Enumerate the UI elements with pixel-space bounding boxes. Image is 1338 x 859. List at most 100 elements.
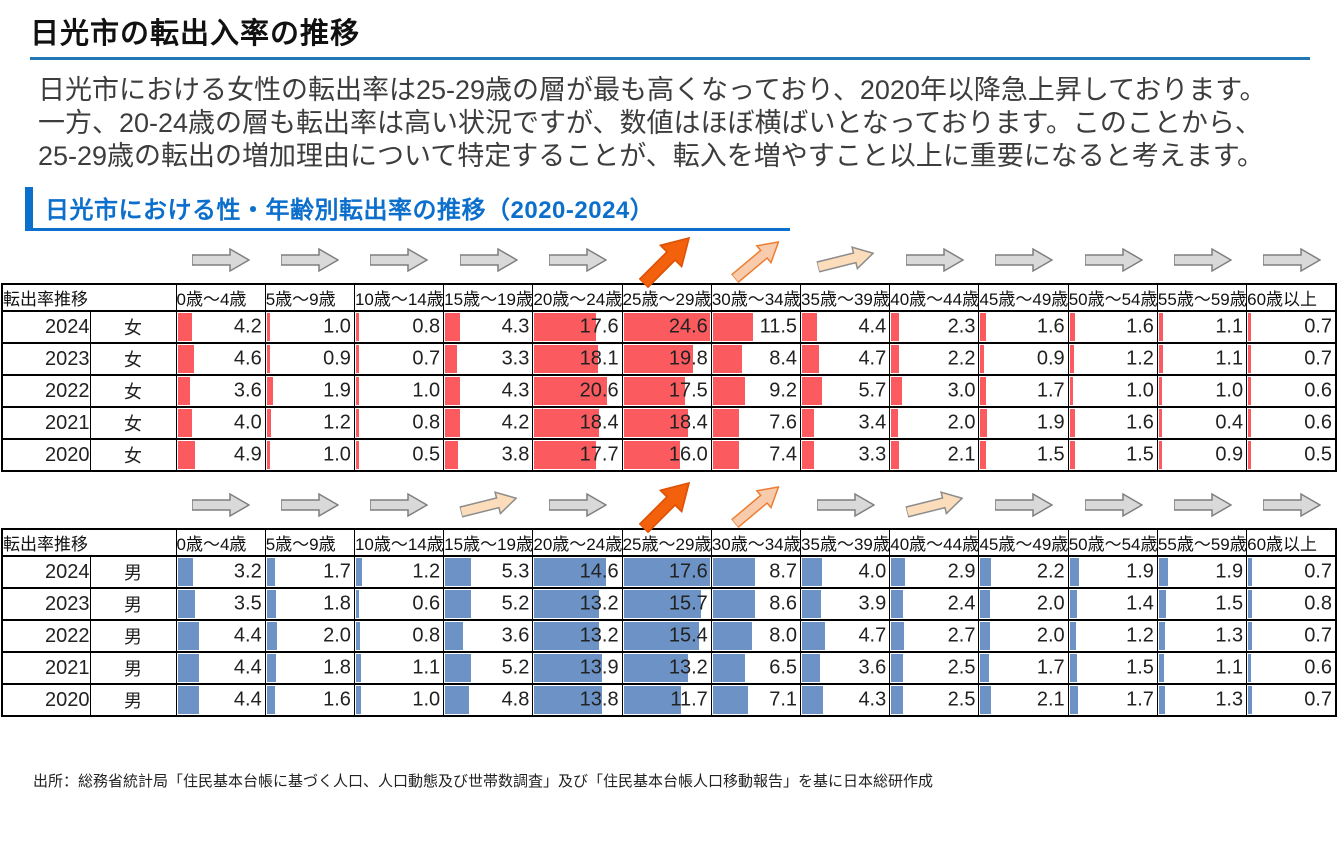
- value-cell: 2.5: [889, 683, 980, 717]
- value-cell: 17.6: [532, 310, 623, 344]
- age-column-header: 60歳以上: [1246, 283, 1337, 312]
- data-bar: [1069, 345, 1074, 373]
- trend-arrow-cell: [801, 237, 890, 283]
- data-bar: [534, 345, 598, 373]
- data-bar: [1248, 686, 1252, 714]
- data-bar: [445, 313, 461, 341]
- data-bar: [266, 441, 271, 469]
- data-bar: [266, 409, 271, 437]
- value-cell: 13.9: [532, 651, 623, 685]
- value-text: 1.0: [1126, 379, 1154, 402]
- value-text: 3.4: [858, 411, 887, 434]
- trend-arrow-cell: [1069, 482, 1158, 528]
- value-cell: 3.0: [889, 374, 980, 408]
- value-cell: 4.7: [800, 619, 891, 653]
- data-bar: [177, 654, 200, 682]
- value-cell: 0.5: [353, 438, 445, 472]
- value-cell: 1.0: [353, 683, 445, 717]
- value-cell: 18.4: [532, 406, 623, 440]
- value-cell: 13.2: [532, 587, 623, 621]
- female-table-block: 転出率推移 0歳～4歳 5歳～9歳 10歳～14歳 15歳～19歳 20歳～24歳 25歳～…: [1, 236, 1337, 472]
- value-text: 3.6: [501, 624, 530, 647]
- value-cell: 7.4: [710, 438, 802, 472]
- data-bar: [980, 622, 991, 650]
- value-text: 0.8: [412, 411, 441, 434]
- value-text: 13.9: [579, 656, 619, 679]
- data-bar: [712, 622, 752, 650]
- value-cell: 0.8: [1246, 587, 1337, 621]
- data-bar: [266, 590, 276, 618]
- data-bar: [355, 590, 359, 618]
- data-bar: [623, 313, 710, 341]
- trend-arrow-flat-icon: [1173, 492, 1233, 518]
- data-bar: [802, 686, 824, 714]
- trend-arrow-cell: [265, 482, 354, 528]
- value-cell: 11.5: [710, 310, 802, 344]
- gender-cell: 女: [89, 310, 177, 344]
- data-bar: [891, 345, 899, 373]
- data-bar: [1069, 622, 1076, 650]
- female-outmigration-table: 転出率推移 0歳～4歳 5歳～9歳 10歳～14歳 15歳～19歳 20歳～24歳 25歳～…: [1, 283, 1337, 472]
- value-text: 20.6: [579, 379, 619, 402]
- value-cell: 1.7: [978, 651, 1069, 685]
- lead-line-2: 一方、20-24歳の層も転出率は高い状況ですが、数値はほぼ横ばいとなっております…: [38, 108, 1262, 138]
- age-column-header: 0歳～4歳: [175, 528, 266, 557]
- data-bar: [445, 441, 459, 469]
- value-text: 4.4: [233, 656, 262, 679]
- data-bar: [891, 558, 906, 586]
- value-cell: 3.6: [443, 619, 534, 653]
- data-bar: [980, 558, 992, 586]
- data-bar: [1158, 409, 1162, 437]
- value-text: 0.8: [412, 624, 441, 647]
- value-text: 1.4: [1126, 592, 1154, 615]
- value-text: 4.7: [858, 347, 887, 370]
- data-bar: [623, 377, 685, 405]
- data-bar: [266, 686, 275, 714]
- value-text: 4.3: [858, 688, 887, 711]
- value-cell: 17.7: [532, 438, 623, 472]
- value-text: 2.1: [947, 443, 976, 466]
- age-column-header: 60歳以上: [1246, 528, 1337, 557]
- value-cell: 17.5: [621, 374, 712, 408]
- trend-arrow-cell: [1248, 482, 1337, 528]
- data-bar: [355, 345, 359, 373]
- data-bar: [445, 654, 471, 682]
- trend-arrow-cell: [623, 481, 712, 534]
- value-cell: 1.0: [264, 310, 355, 344]
- value-text: 0.8: [412, 315, 441, 338]
- value-cell: 0.6: [1246, 651, 1337, 685]
- data-bar: [355, 558, 362, 586]
- data-bar: [534, 377, 607, 405]
- value-text: 0.9: [1036, 347, 1065, 370]
- value-cell: 0.4: [1156, 406, 1248, 440]
- value-text: 1.7: [1036, 656, 1065, 679]
- year-cell: 2021: [1, 651, 91, 685]
- value-cell: 1.7: [1067, 683, 1158, 717]
- value-text: 5.3: [501, 560, 530, 583]
- year-cell: 2020: [1, 683, 91, 717]
- data-bar: [177, 441, 195, 469]
- trend-arrow-flat-icon: [905, 247, 965, 273]
- value-cell: 14.6: [532, 555, 623, 589]
- value-text: 0.6: [1304, 379, 1332, 402]
- data-bar: [1069, 409, 1076, 437]
- data-bar: [445, 409, 460, 437]
- value-text: 1.5: [1215, 592, 1244, 615]
- gender-cell: 男: [89, 587, 177, 621]
- value-cell: 20.6: [532, 374, 623, 408]
- value-text: 7.6: [769, 411, 798, 434]
- value-cell: 0.8: [353, 406, 445, 440]
- age-column-header: 50歳～54歳: [1067, 283, 1158, 312]
- value-text: 0.6: [412, 592, 441, 615]
- value-cell: 2.0: [978, 619, 1069, 653]
- age-column-header: 45歳～49歳: [978, 283, 1069, 312]
- corner-label-cell: 転出率推移: [1, 528, 177, 557]
- data-bar: [980, 686, 991, 714]
- data-bar: [802, 441, 814, 469]
- trend-arrow-cell: [623, 236, 712, 289]
- value-cell: 9.2: [710, 374, 802, 408]
- year-cell: 2020: [1, 438, 91, 472]
- data-bar: [1248, 441, 1252, 469]
- trend-arrow-cell: [1158, 482, 1247, 528]
